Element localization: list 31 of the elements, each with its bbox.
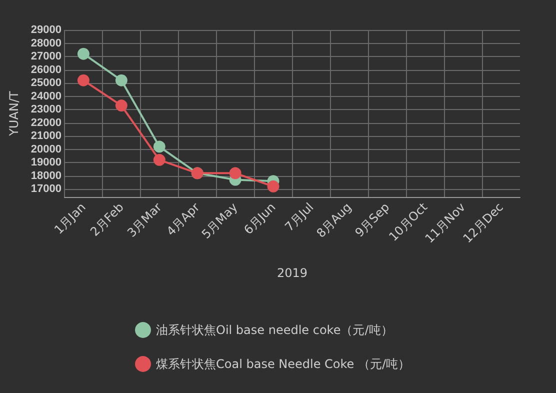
legend-label: 油系针状焦Oil base needle coke（元/吨）: [156, 323, 393, 337]
y-tick-label: 17000: [30, 183, 62, 196]
y-tick-label: 22000: [30, 116, 62, 129]
x-tick-label: 3月Mar: [124, 200, 164, 240]
x-tick-label: 2月Feb: [88, 200, 126, 239]
y-tick-label: 26000: [30, 64, 62, 76]
y-tick-label: 21000: [30, 130, 62, 142]
y-tick-label: 19000: [30, 156, 62, 169]
point: [229, 167, 242, 180]
point: [115, 100, 128, 112]
y-tick-label: 27000: [30, 50, 62, 63]
x-tick-label: 4月Apr: [164, 200, 202, 238]
point: [77, 48, 90, 60]
y-tick-label: 25000: [30, 77, 62, 90]
x-tick-label: 6月Jun: [241, 200, 278, 238]
x-axis-title: 2019: [276, 266, 308, 280]
y-tick-label: 20000: [30, 143, 62, 156]
point: [115, 74, 128, 86]
y-tick-label: 29000: [30, 24, 62, 36]
legend-label: 煤系针状焦Coal base Needle Coke （元/吨）: [156, 357, 410, 371]
point: [153, 154, 166, 166]
x-tick-label: 1月Jan: [52, 200, 88, 237]
y-tick-label: 18000: [30, 170, 62, 182]
y-tick-label: 24000: [30, 90, 62, 102]
y-tick-label: 23000: [30, 104, 62, 116]
point: [267, 180, 280, 192]
point: [153, 140, 166, 153]
y-tick-label: 28000: [30, 37, 62, 50]
point: [77, 74, 90, 86]
y-axis-title: YUAN/T: [7, 90, 21, 137]
x-tick-label: 7月Jul: [282, 200, 316, 234]
